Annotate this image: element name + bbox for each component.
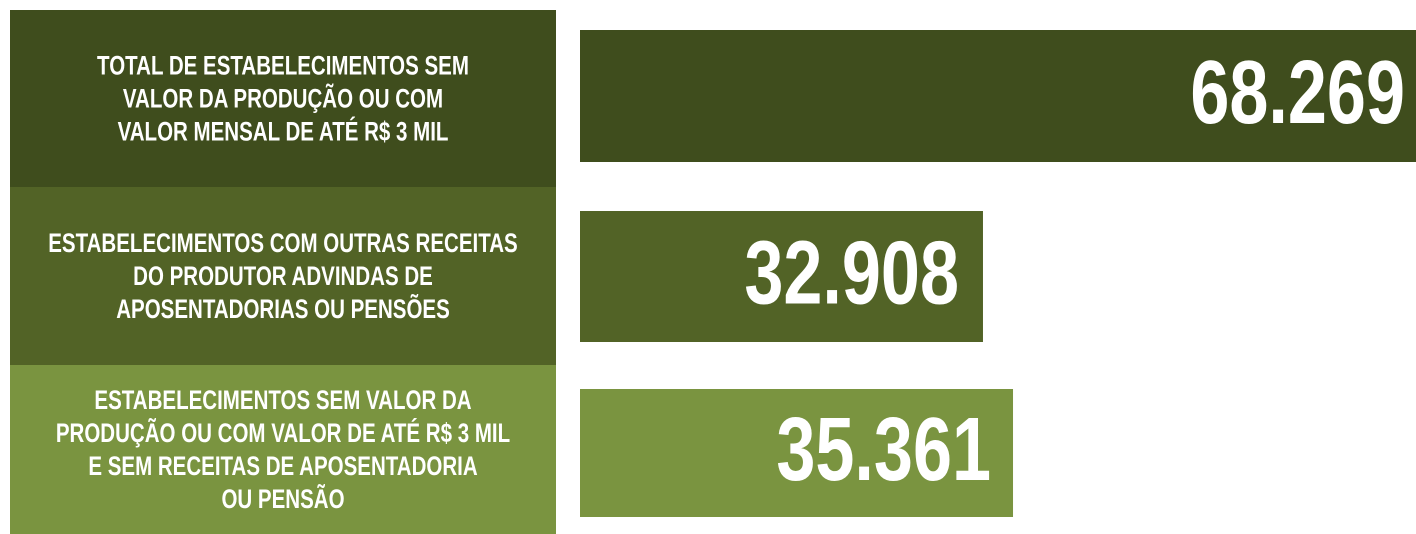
category-label: VALOR MENSAL DE ATÉ R$ 3 MIL [118, 116, 449, 148]
label-block [10, 10, 556, 187]
bar [580, 389, 1014, 517]
label-block [10, 187, 556, 365]
category-label: OU PENSÃO [221, 483, 344, 515]
bar [580, 30, 1416, 162]
category-label: E SEM RECEITAS DE APOSENTADORIA [88, 451, 477, 481]
category-label: APOSENTADORIAS OU PENSÕES [116, 293, 450, 325]
category-label: TOTAL DE ESTABELECIMENTOS SEM [97, 51, 469, 81]
category-label: DO PRODUTOR ADVINDAS DE [133, 261, 433, 291]
value-label: 68.269 [1190, 42, 1405, 142]
value-label: 32.908 [744, 223, 959, 323]
label-block [10, 365, 556, 534]
category-label: ESTABELECIMENTOS SEM VALOR DA [94, 385, 471, 415]
value-label: 35.361 [776, 399, 991, 499]
category-label: ESTABELECIMENTOS COM OUTRAS RECEITAS [48, 228, 517, 258]
category-label: PRODUÇÃO OU COM VALOR DE ATÉ R$ 3 MIL [56, 417, 510, 449]
category-label: VALOR DA PRODUÇÃO OU COM [123, 83, 443, 115]
bar [580, 211, 983, 342]
